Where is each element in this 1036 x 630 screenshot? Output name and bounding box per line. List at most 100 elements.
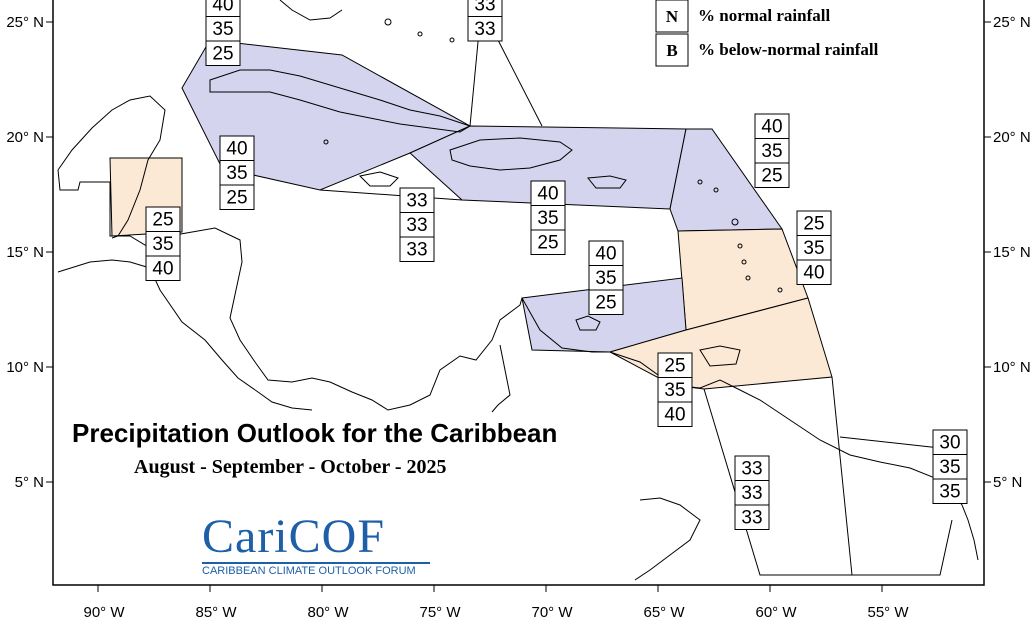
- probability-cell: [399, 187, 435, 213]
- lat-label: 25° N: [6, 14, 44, 31]
- legend-key: N: [666, 7, 679, 26]
- lon-label: 55° W: [867, 604, 909, 621]
- probability-value: 33: [406, 191, 427, 212]
- legend-key: B: [666, 41, 677, 60]
- legend-label: % below-normal rainfall: [698, 40, 879, 59]
- probability-cell: [219, 160, 255, 186]
- legend: N % normal rainfall B % below-normal rai…: [655, 0, 879, 67]
- legend-label: % normal rainfall: [698, 6, 830, 25]
- probability-box: 40 35 25: [588, 240, 624, 315]
- probability-value: 25: [761, 166, 782, 187]
- probability-box: 33 33 33: [734, 455, 770, 530]
- probability-cell: [932, 454, 968, 480]
- probability-value: 40: [152, 259, 173, 280]
- caricof-logo: CariCOF CARIBBEAN CLIMATE OUTLOOK FORUM: [200, 512, 436, 580]
- probability-value: 35: [595, 268, 616, 289]
- lat-label: 20° N: [6, 129, 44, 146]
- lat-label: 10° N: [6, 359, 44, 376]
- probability-value: 33: [406, 215, 427, 236]
- probability-value: 40: [537, 184, 558, 205]
- probability-value: 40: [761, 117, 782, 138]
- probability-cell: [796, 210, 832, 236]
- legend-key-box: [655, 33, 689, 67]
- probability-value: 40: [664, 405, 685, 426]
- logo-wordmark: CariCOF: [202, 510, 386, 563]
- probability-cell: [796, 235, 832, 261]
- probability-cell: [467, 16, 503, 42]
- map-frame: [52, 0, 985, 586]
- longitude-labels: 90° W 85° W 80° W 75° W 70° W 65° W 60° …: [83, 604, 909, 621]
- probability-cell: [219, 135, 255, 161]
- lon-label: 80° W: [307, 604, 349, 621]
- probability-cell: [796, 259, 832, 285]
- probability-value: 25: [226, 188, 247, 209]
- probability-cell: [657, 401, 693, 427]
- probability-value: 25: [152, 210, 173, 231]
- probability-cell: [530, 205, 566, 231]
- latitude-labels-left: 25° N 20° N 15° N 10° N 5° N: [6, 14, 44, 491]
- probability-value: 40: [595, 244, 616, 265]
- probability-value: 35: [803, 238, 824, 259]
- probability-cell: [588, 289, 624, 315]
- probability-cell: [932, 429, 968, 455]
- lon-label: 85° W: [195, 604, 237, 621]
- islands: [323, 18, 783, 293]
- probability-value: 40: [226, 139, 247, 160]
- lat-label: 5° N: [15, 474, 44, 491]
- probability-value: 33: [474, 0, 495, 16]
- logo-tagline: CARIBBEAN CLIMATE OUTLOOK FORUM: [202, 565, 416, 577]
- probability-box: 33 33 33: [399, 187, 435, 262]
- lon-label: 90° W: [83, 604, 125, 621]
- probability-cell: [657, 377, 693, 403]
- probability-value: 33: [406, 240, 427, 261]
- probability-value: 25: [664, 356, 685, 377]
- probability-cell: [145, 231, 181, 257]
- lat-label: 20° N: [993, 129, 1031, 146]
- probability-cell: [657, 352, 693, 378]
- probability-cell: [754, 113, 790, 139]
- probability-cell: [932, 478, 968, 504]
- lat-label: 25° N: [993, 14, 1031, 31]
- probability-cell: [205, 40, 241, 66]
- zone-boundaries: [319, 0, 953, 576]
- probability-cell: [754, 138, 790, 164]
- probability-value: 35: [664, 380, 685, 401]
- probability-box: 40 35 25: [754, 113, 790, 188]
- probability-cell: [145, 255, 181, 281]
- probability-value: 35: [939, 457, 960, 478]
- probability-cell: [399, 236, 435, 262]
- probability-value: 40: [803, 263, 824, 284]
- probability-box: 40 35 25: [219, 135, 255, 210]
- axis-ticks: [46, 21, 991, 592]
- lon-label: 60° W: [755, 604, 797, 621]
- probability-value: 35: [212, 19, 233, 40]
- probability-box: 40 35 25: [205, 0, 241, 66]
- probability-cell: [754, 162, 790, 188]
- probability-box: 25 35 40: [145, 206, 181, 281]
- probability-cell: [588, 240, 624, 266]
- probability-value: 30: [939, 433, 960, 454]
- latitude-labels-right: 25° N 20° N 15° N 10° N 5° N: [993, 14, 1031, 491]
- probability-value: 35: [152, 234, 173, 255]
- lat-label: 10° N: [993, 359, 1031, 376]
- probability-value: 25: [212, 44, 233, 65]
- probability-cell: [205, 16, 241, 42]
- probability-value: 35: [939, 482, 960, 503]
- probability-box: 40 35 25: [530, 180, 566, 255]
- logo-divider: [202, 562, 430, 564]
- probability-box: 25 35 40: [796, 210, 832, 285]
- probability-boxes: 4035253333403525253540333333403525403525…: [145, 0, 968, 530]
- lat-label: 15° N: [6, 244, 44, 261]
- probability-box: 30 35 35: [932, 429, 968, 504]
- lat-label: 15° N: [993, 244, 1031, 261]
- probability-value: 33: [741, 459, 762, 480]
- probability-value: 35: [761, 141, 782, 162]
- probability-value: 35: [537, 208, 558, 229]
- probability-value: 40: [212, 0, 233, 16]
- probability-cell: [734, 504, 770, 530]
- lon-label: 70° W: [531, 604, 573, 621]
- legend-key-box: [655, 0, 689, 33]
- probability-value: 25: [803, 214, 824, 235]
